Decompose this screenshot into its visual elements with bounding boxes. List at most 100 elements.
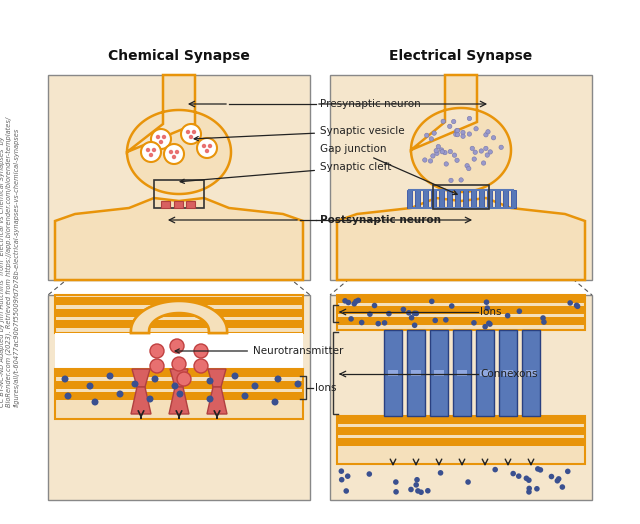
Circle shape [342,298,348,303]
Circle shape [412,322,417,328]
Circle shape [415,488,420,494]
Circle shape [86,383,93,389]
Text: Ions: Ions [480,307,502,317]
Circle shape [339,468,344,474]
Circle shape [177,372,191,386]
Bar [337,427,585,435]
Circle shape [401,307,406,312]
Circle shape [419,489,424,495]
Circle shape [455,158,460,162]
Circle shape [436,145,440,149]
Circle shape [194,359,208,373]
Circle shape [92,398,99,406]
Circle shape [207,396,214,402]
Circle shape [456,128,460,133]
Bar [495,190,499,208]
Bar [174,201,183,208]
Bar [55,320,303,328]
Circle shape [451,119,456,124]
Circle shape [526,489,532,495]
Circle shape [172,357,186,371]
Bar [454,190,460,208]
Bar [415,190,419,208]
Bar [438,190,444,208]
Circle shape [492,467,498,473]
Circle shape [449,178,453,182]
Circle shape [164,144,184,164]
Bar [48,75,310,280]
Circle shape [484,146,488,150]
Bar [330,295,592,500]
Circle shape [241,392,248,399]
Circle shape [131,380,138,388]
Circle shape [444,162,449,166]
Circle shape [481,161,486,165]
Circle shape [516,473,522,479]
Circle shape [461,134,465,138]
Circle shape [152,148,156,152]
Circle shape [346,300,351,305]
Circle shape [538,467,543,473]
Bar [407,330,425,416]
Circle shape [344,488,349,494]
Bar [55,369,303,377]
Circle shape [429,137,433,141]
Circle shape [294,380,301,388]
Circle shape [483,324,488,330]
Circle shape [524,475,529,481]
Circle shape [559,484,565,490]
Circle shape [499,145,503,149]
Text: Connexons: Connexons [480,369,538,379]
Circle shape [541,319,547,325]
Polygon shape [131,301,227,333]
Bar [337,438,585,446]
Circle shape [435,151,439,156]
Text: Chemical Synapse: Chemical Synapse [108,49,250,63]
Circle shape [147,396,154,402]
Text: Electrical Synapse: Electrical Synapse [389,49,532,63]
Polygon shape [131,387,151,414]
Circle shape [425,488,431,494]
Bar [453,330,471,416]
Bar [330,75,592,280]
Polygon shape [170,369,188,387]
Circle shape [175,150,179,154]
Circle shape [169,150,173,154]
Circle shape [355,298,361,303]
Bar [337,317,585,325]
Circle shape [526,486,532,491]
Circle shape [448,149,452,154]
Bar [337,306,585,314]
Circle shape [386,311,392,316]
Polygon shape [169,387,189,414]
Circle shape [146,148,150,152]
Circle shape [181,124,201,144]
Bar [470,190,476,208]
Circle shape [488,150,492,154]
Circle shape [432,131,436,135]
Bar [526,370,536,376]
Circle shape [409,315,414,321]
Circle shape [348,316,354,322]
Circle shape [439,148,444,152]
Bar [502,190,508,208]
Circle shape [454,128,459,133]
Bar [55,381,303,389]
Polygon shape [411,75,511,192]
Polygon shape [208,369,226,387]
Circle shape [510,471,516,476]
Bar [430,330,448,416]
Bar [337,416,585,464]
Circle shape [372,303,378,308]
Circle shape [540,315,546,321]
Circle shape [116,390,124,398]
Circle shape [252,383,259,389]
Bar [55,369,303,419]
Circle shape [472,157,476,161]
Circle shape [353,299,359,304]
Circle shape [106,373,113,379]
Circle shape [447,124,452,128]
Bar [55,392,303,400]
Circle shape [408,487,414,492]
Circle shape [548,474,554,479]
